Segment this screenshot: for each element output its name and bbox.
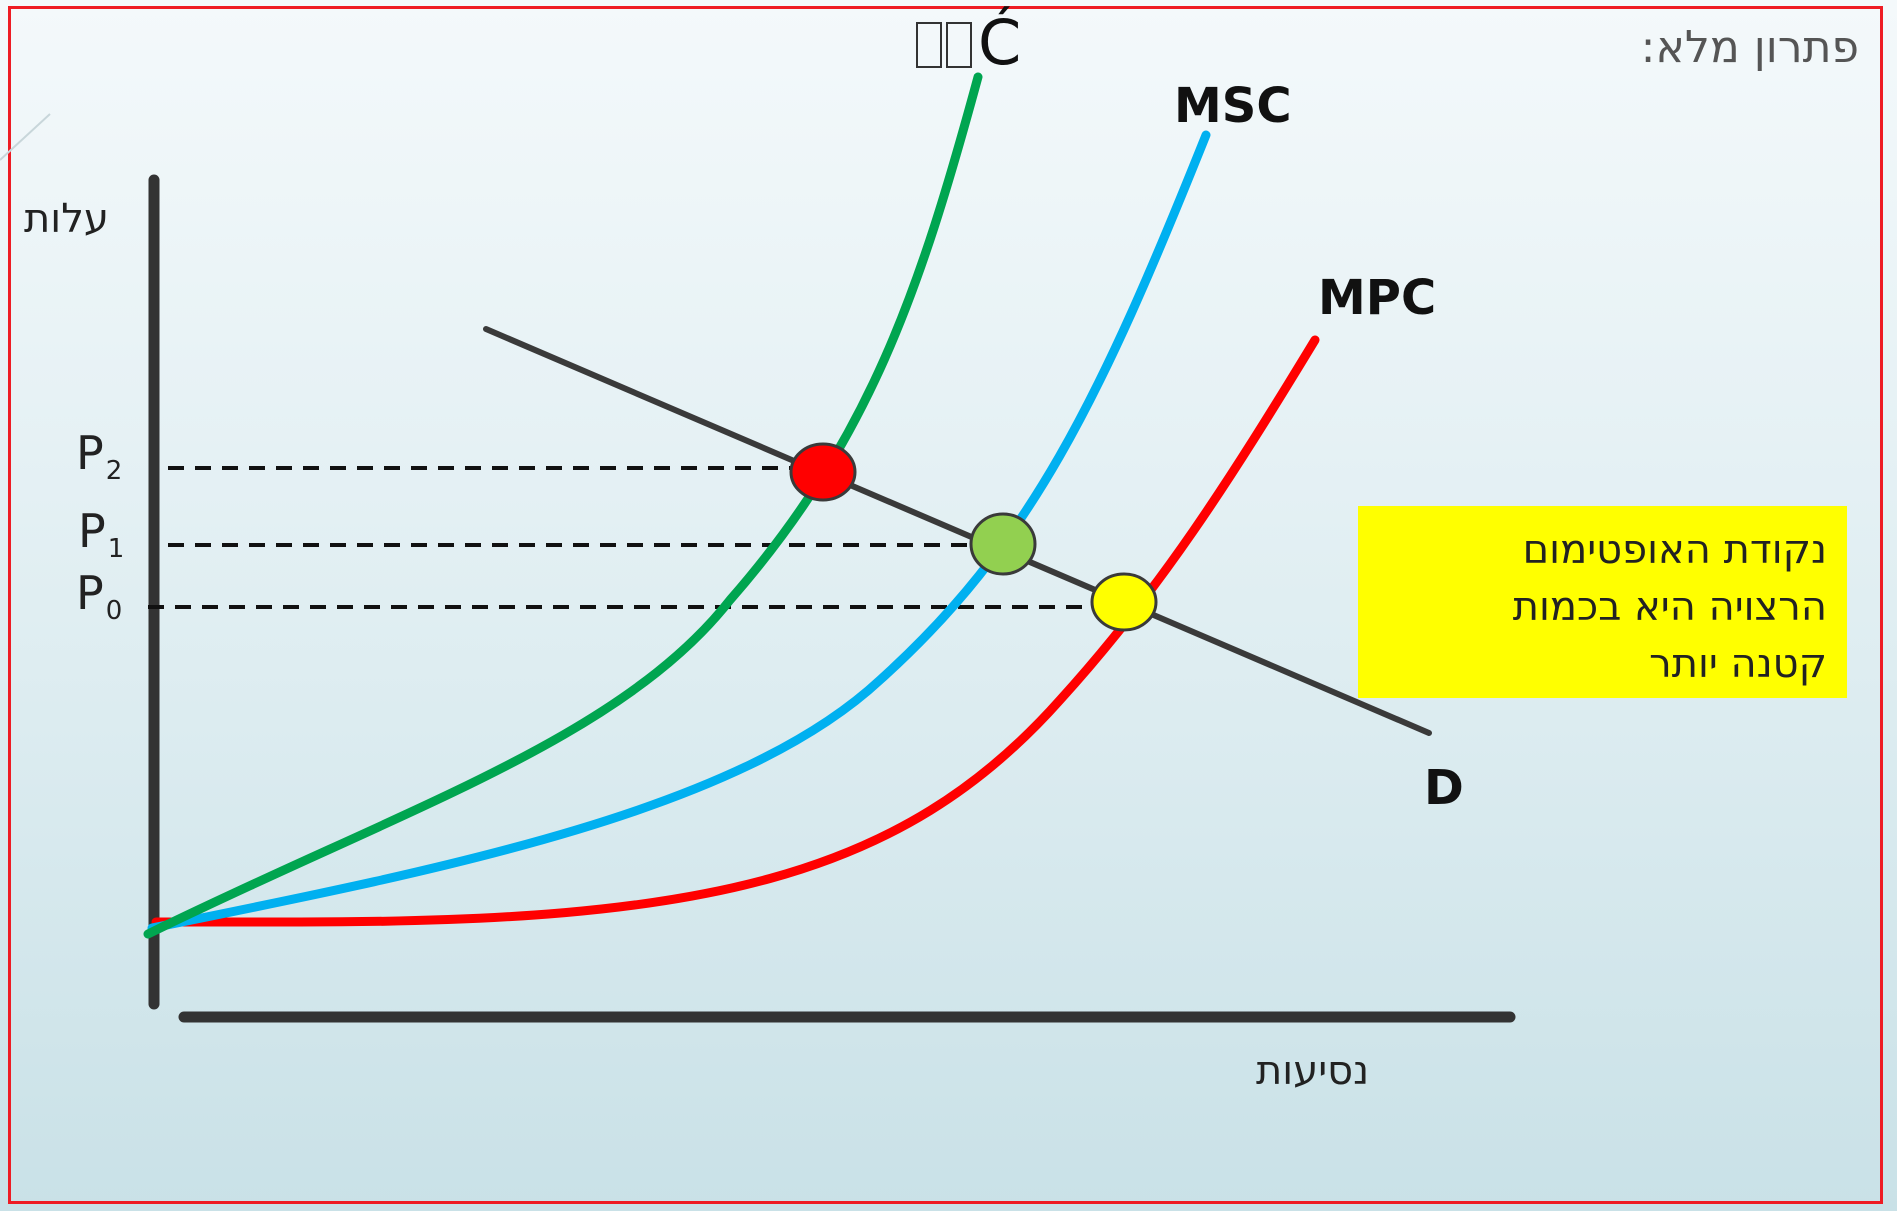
demand-curve-label: D: [1424, 760, 1464, 816]
price-label-p1: P1: [78, 504, 124, 564]
msc-curve-label: MSC: [1174, 78, 1292, 134]
missing-glyph-icon: [916, 22, 942, 68]
point-red: [791, 444, 855, 500]
mecc-curve: [148, 77, 978, 934]
corner-decoration: [0, 114, 50, 160]
note-line: נקודת האופטימום: [1378, 522, 1827, 579]
note-line: הרצויה היא בכמות: [1378, 579, 1827, 636]
price-label-p0: P0: [76, 566, 122, 626]
point-green: [971, 514, 1035, 574]
msc-curve: [152, 135, 1206, 928]
x-axis-label: נסיעות: [1256, 1048, 1369, 1094]
y-axis-label: עלות: [24, 196, 109, 242]
point-yellow: [1092, 574, 1156, 630]
missing-glyph-icon: [946, 22, 972, 68]
optimum-note: נקודת האופטימום הרצויה היא בכמות קטנה יו…: [1358, 506, 1847, 698]
slide-title: פתרון מלא:: [1641, 22, 1859, 73]
mpc-curve-label: MPC: [1318, 270, 1436, 326]
price-label-p2: P2: [76, 426, 122, 486]
mpc-curve: [156, 340, 1315, 922]
mecc-curve-label: Ć: [916, 6, 1021, 79]
note-line: קטנה יותר: [1378, 636, 1827, 693]
